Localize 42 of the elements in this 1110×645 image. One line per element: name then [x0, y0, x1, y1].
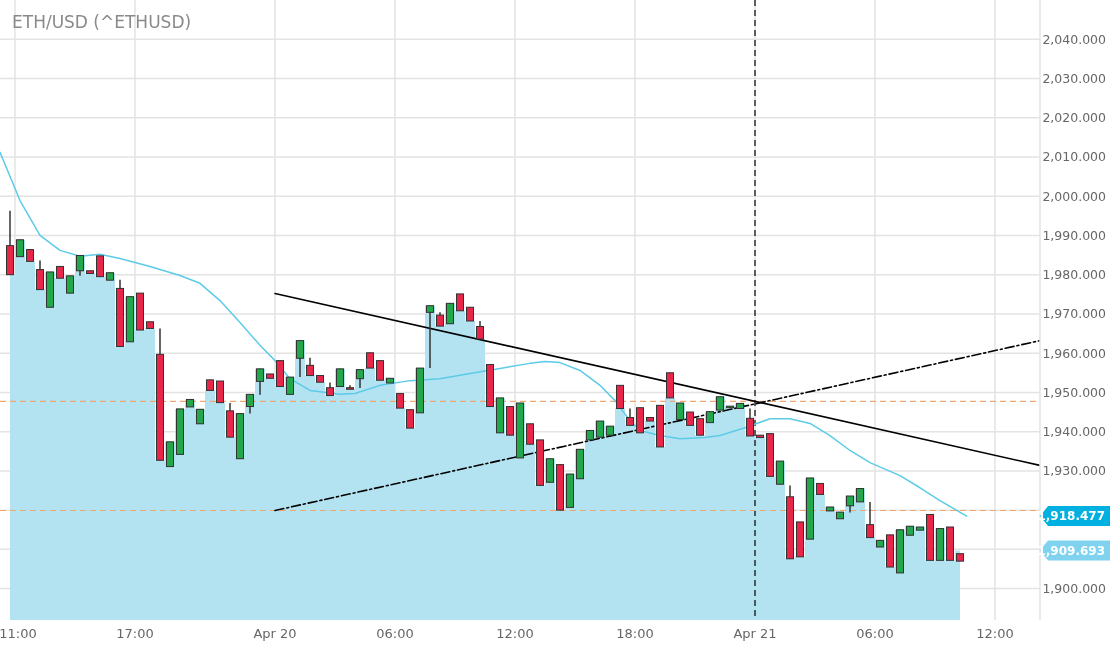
candlestick — [776, 460, 784, 485]
text: ETH/USD (^ETHUSD) — [12, 12, 192, 32]
candlestick — [376, 359, 384, 381]
y-tick-label: 1,970.000 — [1042, 306, 1107, 322]
candlestick — [866, 501, 874, 539]
candlestick — [546, 457, 554, 484]
x-tick-label: 18:00 — [616, 626, 654, 641]
y-tick-label: 1,960.000 — [1042, 345, 1107, 361]
candlestick — [616, 384, 624, 410]
candlestick — [96, 255, 104, 278]
candlestick — [246, 393, 254, 415]
x-tick-label: 06:00 — [376, 626, 414, 641]
candlestick — [76, 254, 84, 277]
candlestick — [746, 407, 754, 437]
y-tick-label: 1,980.000 — [1042, 267, 1107, 283]
candlestick — [36, 259, 44, 291]
candlestick — [356, 368, 364, 389]
y-tick-label: 2,000.000 — [1042, 188, 1107, 204]
candlestick — [426, 304, 434, 369]
x-tick-label: 17:00 — [116, 626, 154, 641]
y-tick-label: 2,010.000 — [1042, 149, 1107, 165]
x-tick-label: 06:00 — [856, 626, 894, 641]
candlestick — [296, 339, 304, 378]
candlestick — [406, 409, 414, 429]
x-tick-label: Apr 21 — [733, 626, 777, 641]
y-tick-label: 1,990.000 — [1042, 227, 1107, 243]
candlestick — [476, 320, 484, 340]
y-tick-label: 1,950.000 — [1042, 384, 1107, 400]
candlestick — [216, 380, 224, 404]
y-tick-label: 2,020.000 — [1042, 110, 1107, 126]
x-tick-label: 12:00 — [496, 626, 534, 641]
y-tick-label: 1,940.000 — [1042, 424, 1107, 440]
x-tick-label: Apr 20 — [253, 626, 297, 641]
y-tick-label: 1,900.000 — [1042, 580, 1107, 596]
candlestick — [526, 423, 534, 445]
x-tick-label: 11:00 — [0, 626, 37, 641]
y-tick-label: 2,040.000 — [1042, 31, 1107, 47]
y-tick-label: 1,930.000 — [1042, 463, 1107, 479]
y-tick-label: 2,030.000 — [1042, 70, 1107, 86]
x-tick-label: 12:00 — [976, 626, 1014, 641]
candlestick — [446, 302, 454, 325]
candlestick — [256, 368, 264, 396]
